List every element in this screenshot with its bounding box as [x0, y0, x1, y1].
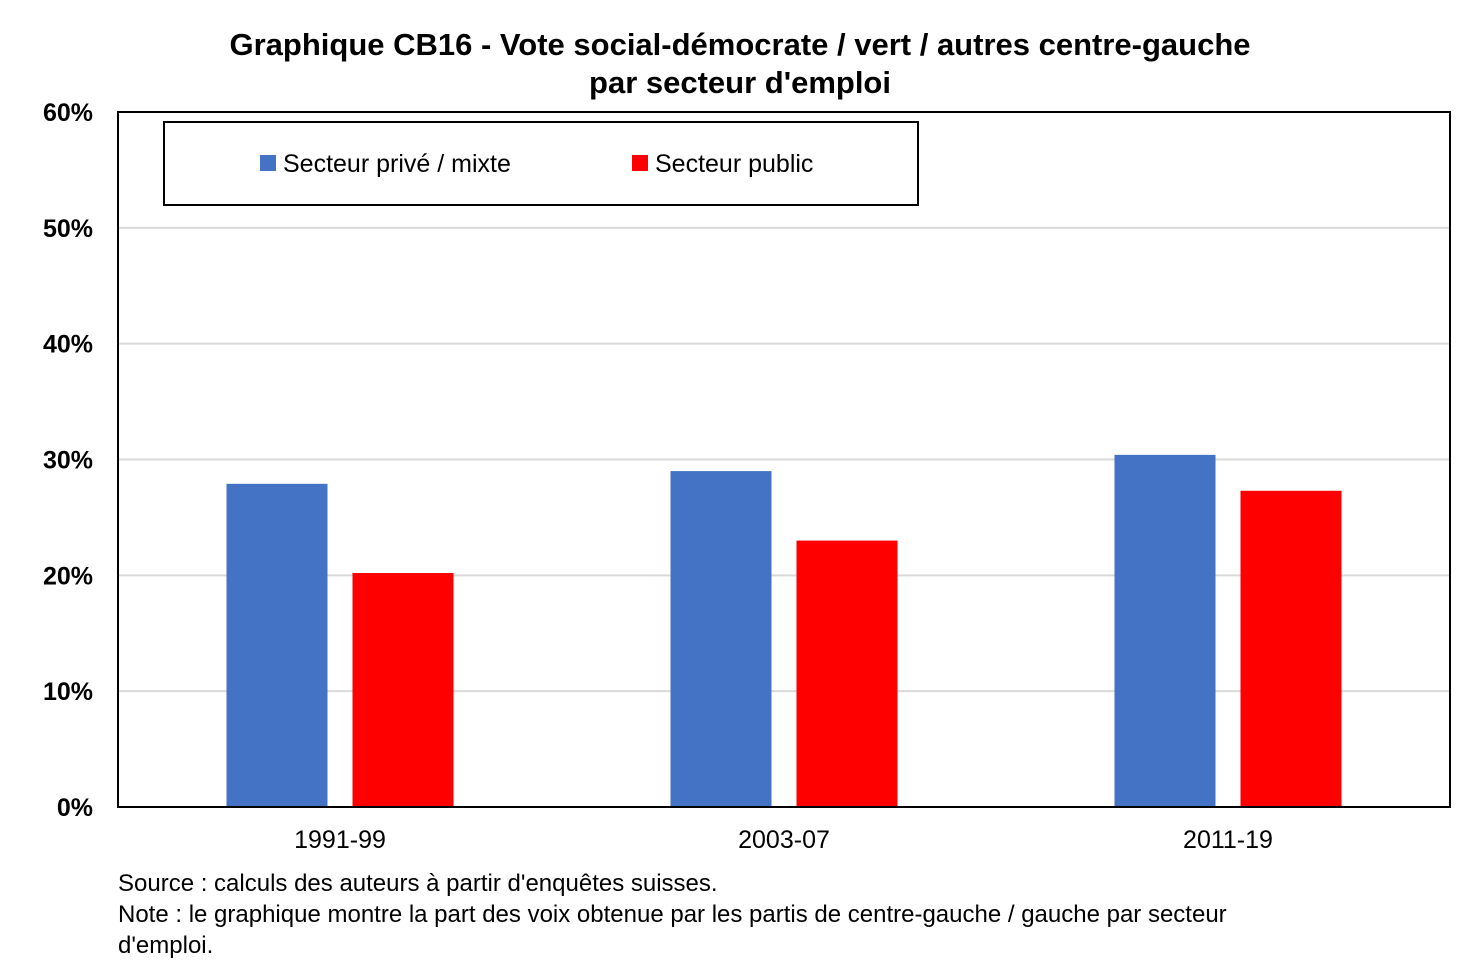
bar-2011-19-public: [1240, 490, 1342, 807]
x-category-label: 1991-99: [294, 826, 386, 854]
chart-title-line-1: Graphique CB16 - Vote social-démocrate /…: [229, 27, 1250, 62]
bar-1991-99-public: [352, 573, 454, 807]
legend-box: [163, 121, 919, 206]
y-axis-tick-labels: 0% 10% 20% 30% 40% 50% 60%: [43, 99, 93, 822]
legend-label-private: Secteur privé / mixte: [283, 150, 511, 178]
bar-2003-07-private: [670, 471, 772, 807]
x-category-label: 2011-19: [1183, 826, 1273, 854]
y-tick-label: 20%: [43, 562, 93, 590]
gridlines: [118, 226, 1450, 693]
y-tick-label: 40%: [43, 331, 93, 359]
chart-title: Graphique CB16 - Vote social-démocrate /…: [229, 27, 1250, 100]
bar-1991-99-private: [226, 483, 328, 807]
y-tick-label: 10%: [43, 678, 93, 706]
y-tick-label: 30%: [43, 447, 93, 475]
legend-label-public: Secteur public: [655, 150, 813, 178]
y-tick-label: 0%: [57, 794, 93, 822]
explanation-note-line-2: d'emploi.: [118, 932, 213, 959]
bar-2003-07-public: [796, 540, 898, 807]
chart-notes: Source : calculs des auteurs à partir d'…: [118, 870, 1227, 959]
y-tick-label: 60%: [43, 99, 93, 127]
bars: [226, 454, 1342, 807]
legend-swatch-private: [260, 155, 276, 171]
x-axis-category-labels: 1991-99 2003-07 2011-19: [294, 826, 1273, 854]
x-category-label: 2003-07: [738, 826, 830, 854]
explanation-note-line-1: Note : le graphique montre la part des v…: [118, 901, 1227, 928]
y-tick-label: 50%: [43, 215, 93, 243]
source-note: Source : calculs des auteurs à partir d'…: [118, 870, 718, 897]
legend: Secteur privé / mixte Secteur public: [163, 121, 919, 206]
plot-area-frame: [117, 111, 1451, 808]
chart-title-line-2: par secteur d'emploi: [589, 65, 891, 100]
legend-swatch-public: [632, 155, 648, 171]
bar-2011-19-private: [1114, 454, 1216, 807]
